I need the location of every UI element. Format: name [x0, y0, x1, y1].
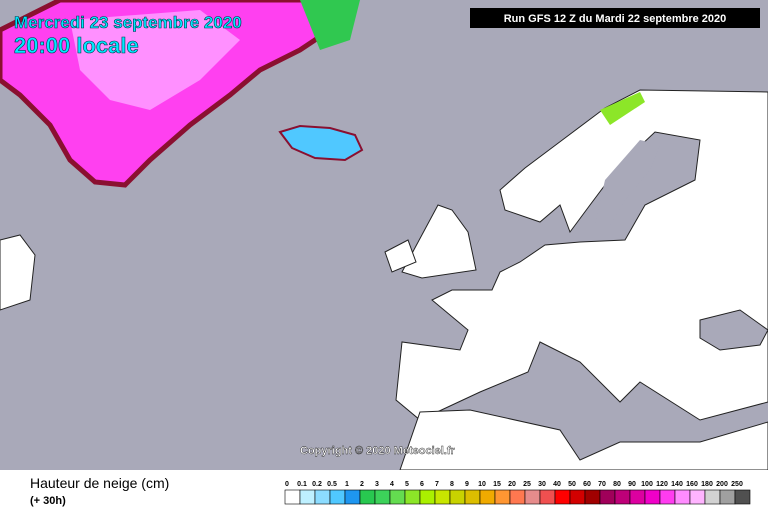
legend-label: 250 — [731, 481, 743, 488]
canada — [0, 234, 36, 311]
legend-swatch — [344, 489, 361, 505]
copyright: Copyright © 2020 Meteociel.fr — [300, 445, 456, 457]
legend-label: 70 — [598, 481, 606, 488]
legend-label: 0.2 — [312, 481, 322, 488]
greenland-core — [70, 10, 240, 110]
legend-label: 120 — [656, 481, 668, 488]
legend-swatch — [569, 489, 586, 505]
legend-label: 0.1 — [297, 481, 307, 488]
legend-label: 30 — [538, 481, 546, 488]
legend-label: 40 — [553, 481, 561, 488]
time: 20:00 locale — [14, 33, 139, 58]
legend-scale: 0 0.1 0.2 0.5 1 2 3 4 5 6 7 8 9 10 15 20 25 30 40 50 60 70 80 9… — [284, 481, 751, 505]
legend-label: 50 — [568, 481, 576, 488]
legend-swatch — [509, 489, 526, 505]
legend-swatch — [524, 489, 541, 505]
legend-swatch — [599, 489, 616, 505]
legend-swatch — [479, 489, 496, 505]
legend-swatch — [674, 489, 691, 505]
legend-swatch — [329, 489, 346, 505]
legend-label: 140 — [671, 481, 683, 488]
legend-swatch — [539, 489, 556, 505]
legend-swatch — [629, 489, 646, 505]
legend-label: 15 — [493, 481, 501, 488]
legend-swatch — [359, 489, 376, 505]
europe — [395, 89, 768, 421]
legend-swatch — [404, 489, 421, 505]
legend-title: Hauteur de neige (cm) — [30, 475, 169, 491]
legend-label: 160 — [686, 481, 698, 488]
legend-label: 0.5 — [327, 481, 337, 488]
iceland — [278, 124, 364, 162]
legend-swatch — [494, 489, 511, 505]
legend-swatch — [644, 489, 661, 505]
date: Mercredi 23 septembre 2020 — [14, 13, 242, 32]
legend-swatch — [719, 489, 736, 505]
black-sea — [699, 309, 768, 351]
legend-swatch — [434, 489, 451, 505]
legend-swatch — [284, 489, 301, 505]
legend-label: 8 — [450, 481, 454, 488]
legend-swatch — [614, 489, 631, 505]
norway-snow — [600, 92, 645, 125]
legend-swatch — [689, 489, 706, 505]
legend-label: 80 — [613, 481, 621, 488]
legend-label: 200 — [716, 481, 728, 488]
legend-swatch — [659, 489, 676, 505]
legend-label: 20 — [508, 481, 516, 488]
legend-subtitle: (+ 30h) — [30, 495, 66, 507]
legend-swatch — [449, 489, 466, 505]
legend-label: 0 — [285, 481, 289, 488]
legend-swatch — [389, 489, 406, 505]
legend-label: 6 — [420, 481, 424, 488]
legend-label: 1 — [345, 481, 349, 488]
legend-label: 4 — [390, 481, 394, 488]
legend-label: 7 — [435, 481, 439, 488]
run-box — [470, 8, 760, 28]
ireland — [384, 239, 417, 273]
legend-swatch — [554, 489, 571, 505]
legend-label: 25 — [523, 481, 531, 488]
legend-swatch — [734, 489, 751, 505]
legend-swatch — [314, 489, 331, 505]
legend-label: 10 — [478, 481, 486, 488]
legend-swatch — [374, 489, 391, 505]
legend-label: 5 — [405, 481, 409, 488]
legend-label: 100 — [641, 481, 653, 488]
legend-label: 3 — [375, 481, 379, 488]
legend-swatch — [299, 489, 316, 505]
greenland-east — [300, 0, 360, 50]
legend-label: 180 — [701, 481, 713, 488]
run: Run GFS 12 Z du Mardi 22 septembre 2020 — [504, 13, 727, 25]
legend-swatch — [584, 489, 601, 505]
legend-swatch — [419, 489, 436, 505]
legend-label: 2 — [360, 481, 364, 488]
britain — [401, 204, 477, 279]
baltic — [595, 140, 660, 225]
africa — [399, 409, 768, 471]
legend-label: 90 — [628, 481, 636, 488]
legend-swatch — [704, 489, 721, 505]
legend-swatch — [464, 489, 481, 505]
legend-label: 60 — [583, 481, 591, 488]
legend-label: 9 — [465, 481, 469, 488]
